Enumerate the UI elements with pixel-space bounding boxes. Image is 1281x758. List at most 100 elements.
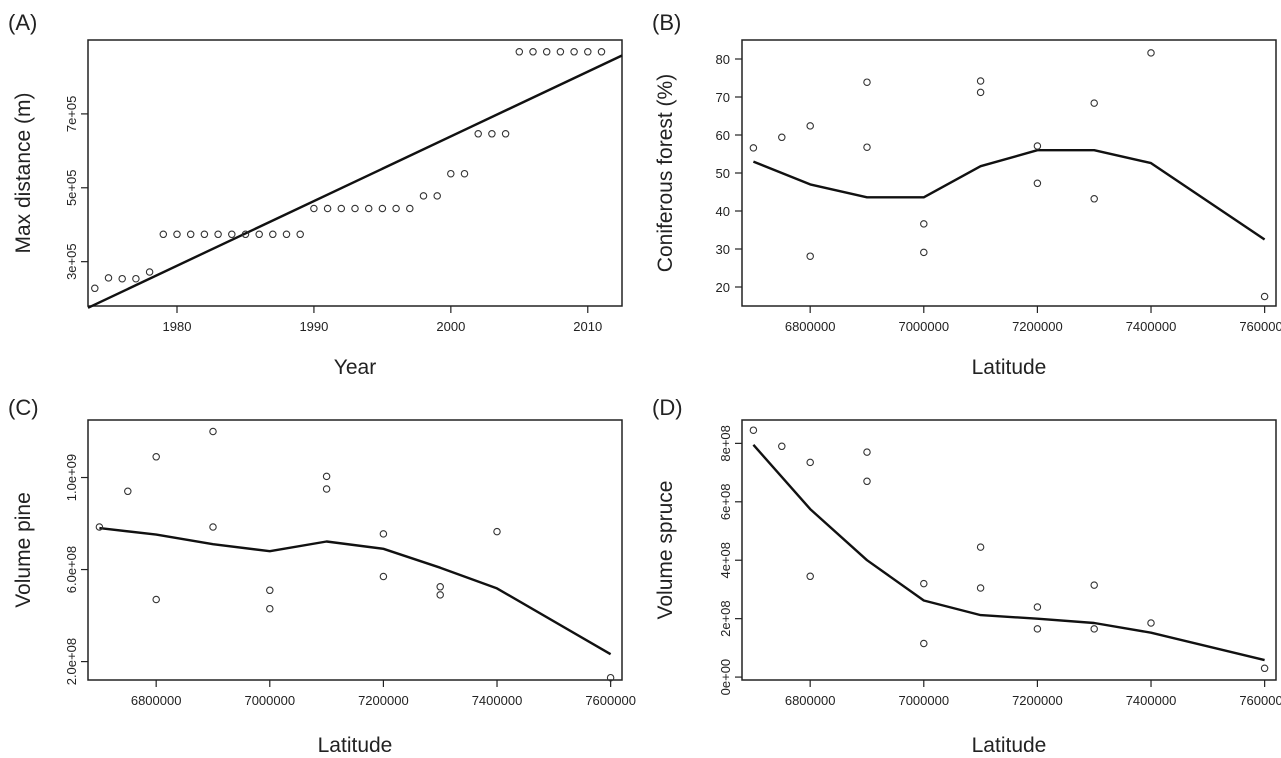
panel-d-y-tick-label: 6e+08 — [718, 484, 733, 521]
panel-c-y-axis-title: Volume pine — [12, 492, 35, 608]
panel-d-data-point — [920, 639, 928, 648]
panel-c-trend-line — [99, 526, 612, 656]
panel-c-data-point — [266, 586, 274, 595]
panel-b-data-point — [920, 248, 928, 257]
panel-d-label: (D) — [652, 395, 683, 420]
panel-b-y-tick-label: 20 — [716, 280, 730, 295]
panel-c-data-point — [322, 485, 331, 493]
panel-b-x-tick-label: 7600000 — [1239, 319, 1281, 334]
panel-a-data-point — [515, 48, 524, 56]
panel-c-data-point — [124, 487, 132, 496]
panel-a-data-point — [200, 230, 209, 239]
panel-d-data-point — [778, 442, 786, 451]
panel-b-data-point — [1090, 99, 1098, 107]
panel-a-data-point — [241, 230, 250, 239]
panel-d-trend-line — [752, 444, 1265, 662]
panel-b-x-tick-label: 7200000 — [1012, 319, 1063, 334]
panel-d-x-tick-label: 7000000 — [898, 693, 949, 708]
panel-c-x-tick-label: 7200000 — [358, 693, 409, 708]
panel-b-y-tick-label: 70 — [716, 90, 730, 105]
panel-a-x-tick-label: 1980 — [163, 319, 192, 334]
panel-a-data-point — [460, 169, 469, 178]
panel-d-y-axis-title: Volume spruce — [654, 481, 677, 620]
panel-a-data-point — [269, 230, 277, 239]
panel-a-data-point — [556, 48, 565, 56]
panel-a-data-point — [104, 274, 113, 282]
panel-d-data-point — [806, 458, 814, 467]
panel-a-data-point — [406, 204, 414, 213]
panel-a-x-axis-title: Year — [334, 356, 376, 379]
panel-b-y-axis-title: Coniferous forest (%) — [654, 74, 677, 272]
panel-a-data-point — [323, 204, 332, 213]
panel-a-data-point — [173, 230, 181, 239]
panel-b-trend-line — [752, 148, 1266, 241]
panel-a-data-point — [570, 48, 578, 56]
panel-a-y-tick-label: 5e+05 — [64, 170, 79, 207]
panel-b-data-point — [1260, 292, 1269, 301]
panel-a-data-point — [159, 230, 168, 239]
panel-d-data-point — [806, 572, 814, 581]
panel-c-data-point — [379, 530, 388, 538]
panel-d-y-tick-label: 0e+00 — [718, 659, 733, 696]
panel-a-x-tick-label: 1990 — [299, 319, 328, 334]
panel-d-data-point — [1033, 603, 1042, 611]
panel-a-data-point — [501, 130, 510, 138]
panel-c-y-tick-label: 1.0e+09 — [64, 454, 79, 501]
panel-d-data-point — [749, 426, 758, 434]
panel-a-data-point — [145, 268, 154, 276]
panel-a-plot-frame — [87, 39, 623, 307]
panel-c-data-point — [379, 572, 388, 581]
panel-a-data-point — [214, 230, 222, 239]
panel-d-data-point — [976, 584, 985, 592]
panel-a-data-point — [364, 204, 373, 213]
panel-b-data-point — [1090, 195, 1098, 203]
panel-a-data-point — [91, 284, 99, 293]
panel-b-data-point — [749, 144, 758, 152]
panel-b-data-point — [1033, 179, 1042, 188]
panel-d-plot-frame — [741, 419, 1277, 681]
panel-a-data-point — [186, 230, 195, 239]
panel-a-x-tick-label: 2010 — [573, 319, 602, 334]
panel-a-data-point — [392, 204, 400, 213]
panel-c-y-tick-label: 2.0e+08 — [64, 638, 79, 685]
panel-a-data-point — [433, 192, 441, 200]
panel-a-data-point — [296, 230, 304, 239]
panel-c-x-tick-label: 7400000 — [472, 693, 523, 708]
panel-d-data-point — [1090, 625, 1098, 633]
panel-a-data-point — [282, 230, 291, 239]
panel-a-data-point — [488, 130, 496, 138]
panel-b-data-point — [806, 122, 814, 130]
panel-a-data-point — [255, 230, 263, 239]
panel-a-label: (A) — [8, 10, 37, 35]
panel-d-x-tick-label: 7200000 — [1012, 693, 1063, 708]
panel-b-y-tick-label: 30 — [716, 242, 730, 257]
panel-c-data-point — [209, 523, 217, 531]
panel-c-x-axis-title: Latitude — [318, 734, 393, 757]
panel-b-x-tick-label: 6800000 — [785, 319, 836, 334]
panel-a-y-tick-label: 3e+05 — [64, 243, 79, 280]
panel-c-data-point — [493, 527, 501, 536]
panel-a-data-point — [597, 48, 606, 56]
panel-c-label: (C) — [8, 395, 39, 420]
panel-a-data-point — [118, 274, 126, 283]
panel-c-data-point — [95, 523, 104, 531]
panel-b-y-tick-label: 60 — [716, 128, 730, 143]
panel-d-y-tick-label: 8e+08 — [718, 425, 733, 462]
panel-c-data-point — [606, 673, 615, 682]
panel-c-data-point — [322, 472, 331, 481]
panel-c-data-point — [152, 595, 160, 604]
panel-d-data-point — [1033, 625, 1042, 633]
panel-a-data-point — [584, 48, 592, 56]
panel-b-data-point — [1147, 49, 1155, 57]
panel-c-data-point — [436, 591, 444, 599]
panel-b-x-tick-label: 7000000 — [898, 319, 949, 334]
panel-b-label: (B) — [652, 10, 681, 35]
panel-c-data-point — [436, 583, 444, 591]
panel-a-data-point — [337, 204, 346, 213]
panel-d-data-point — [863, 448, 871, 456]
panel-a-data-point — [132, 274, 140, 283]
panel-b-data-point — [976, 88, 985, 97]
panel-a-data-point — [228, 230, 236, 239]
panel-a-data-point — [529, 48, 537, 56]
panel-b-data-point — [920, 220, 928, 228]
